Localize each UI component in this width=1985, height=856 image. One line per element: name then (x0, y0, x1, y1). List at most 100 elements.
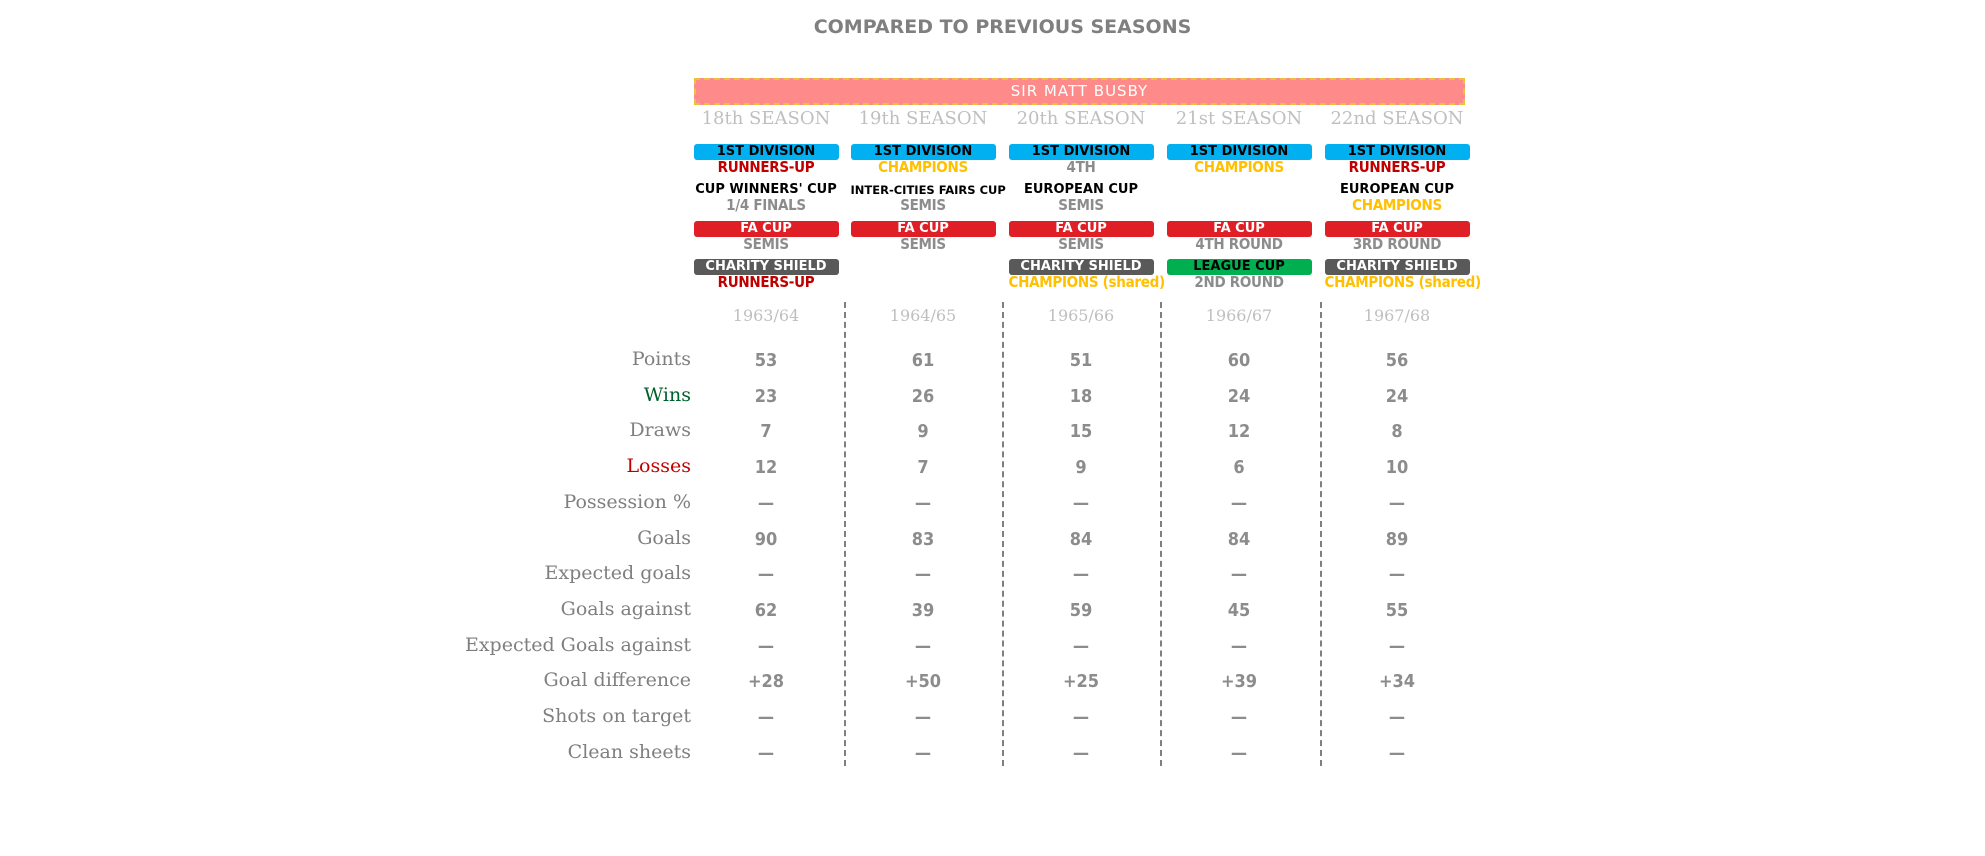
stat-value-clean-sheets: — (1230, 743, 1248, 764)
stat-value-losses: 12 (754, 457, 778, 478)
stat-value-possession: — (757, 493, 775, 514)
competition-result: RUNNERS-UP (717, 273, 815, 291)
stat-value-xga: — (757, 636, 775, 657)
stat-value-draws: 15 (1069, 421, 1093, 442)
competition-badge: FA CUP (850, 221, 996, 237)
competition-result: SEMIS (900, 235, 946, 253)
stat-value-xg: — (1072, 564, 1090, 585)
stat-value-draws: 7 (760, 421, 772, 442)
stat-value-goals-against: 59 (1069, 600, 1093, 621)
stat-value-shots-on-target: — (1230, 707, 1248, 728)
stat-label-xga: Expected Goals against (464, 634, 691, 656)
stat-value-goals: 84 (1227, 529, 1251, 550)
stat-value-goal-diff: +28 (747, 671, 785, 692)
stat-label-losses: Losses (626, 455, 691, 477)
competition-badge: CHARITY SHIELD (1008, 259, 1154, 275)
competition-badge: 1ST DIVISION (693, 144, 839, 160)
competition-result: 4TH (1066, 158, 1096, 176)
stat-value-goal-diff: +34 (1378, 671, 1416, 692)
competition-badge: EUROPEAN CUP (1008, 182, 1154, 198)
stat-label-draws: Draws (629, 419, 691, 441)
manager-banner: SIR MATT BUSBY (694, 78, 1465, 105)
stat-value-goal-diff: +50 (904, 671, 942, 692)
stat-value-goal-diff: +39 (1220, 671, 1258, 692)
competition-badge: LEAGUE CUP (1166, 259, 1312, 275)
stat-value-possession: — (1230, 493, 1248, 514)
stat-value-xg: — (757, 564, 775, 585)
stat-value-shots-on-target: — (914, 707, 932, 728)
stat-value-xga: — (1230, 636, 1248, 657)
stat-label-goals: Goals (637, 527, 691, 549)
stat-value-goals: 83 (911, 529, 935, 550)
season-label: 21st SEASON (1175, 108, 1303, 129)
competition-result: RUNNERS-UP (1348, 158, 1446, 176)
stat-value-wins: 24 (1385, 386, 1409, 407)
column-divider (1160, 302, 1162, 766)
stat-value-shots-on-target: — (1072, 707, 1090, 728)
stat-value-clean-sheets: — (1072, 743, 1090, 764)
column-divider (1002, 302, 1004, 766)
stat-value-goals-against: 55 (1385, 600, 1409, 621)
competition-badge: FA CUP (1324, 221, 1470, 237)
competition-result: SEMIS (1058, 196, 1104, 214)
stat-label-clean-sheets: Clean sheets (567, 741, 691, 763)
stat-value-losses: 10 (1385, 457, 1409, 478)
competition-result: 1/4 FINALS (726, 196, 806, 214)
stat-label-goal-diff: Goal difference (543, 669, 692, 691)
season-year: 1965/66 (1047, 306, 1115, 325)
stat-value-points: 60 (1227, 350, 1251, 371)
stat-value-wins: 18 (1069, 386, 1093, 407)
stat-value-points: 53 (754, 350, 778, 371)
stat-value-points: 51 (1069, 350, 1093, 371)
stat-value-goals-against: 62 (754, 600, 778, 621)
stat-value-draws: 9 (917, 421, 929, 442)
competition-result: CHAMPIONS (shared) (1324, 273, 1482, 291)
stat-value-losses: 9 (1075, 457, 1087, 478)
season-label: 20th SEASON (1016, 108, 1146, 129)
competition-badge: CHARITY SHIELD (1324, 259, 1470, 275)
competition-badge: 1ST DIVISION (1324, 144, 1470, 160)
stat-value-points: 61 (911, 350, 935, 371)
competition-badge: CHARITY SHIELD (693, 259, 839, 275)
competition-result: CHAMPIONS (shared) (1008, 273, 1166, 291)
stat-value-wins: 24 (1227, 386, 1251, 407)
competition-result: 3RD ROUND (1352, 235, 1442, 253)
stat-value-wins: 23 (754, 386, 778, 407)
stat-value-goals-against: 45 (1227, 600, 1251, 621)
stat-value-clean-sheets: — (1388, 743, 1406, 764)
season-year: 1964/65 (889, 306, 957, 325)
stat-value-clean-sheets: — (757, 743, 775, 764)
competition-badge: 1ST DIVISION (1166, 144, 1312, 160)
stat-value-draws: 8 (1391, 421, 1403, 442)
column-divider (844, 302, 846, 766)
competition-result: RUNNERS-UP (717, 158, 815, 176)
stat-value-goals: 89 (1385, 529, 1409, 550)
stat-label-points: Points (631, 348, 691, 370)
stat-value-xga: — (1388, 636, 1406, 657)
season-label: 22nd SEASON (1330, 108, 1464, 129)
stat-value-xg: — (1388, 564, 1406, 585)
season-label: 19th SEASON (858, 108, 988, 129)
competition-result: SEMIS (743, 235, 789, 253)
stat-label-xg: Expected goals (544, 562, 691, 584)
stat-label-shots-on-target: Shots on target (542, 705, 691, 727)
stat-value-possession: — (1072, 493, 1090, 514)
stat-value-wins: 26 (911, 386, 935, 407)
competition-result: SEMIS (1058, 235, 1104, 253)
season-year: 1967/68 (1363, 306, 1431, 325)
page-title: COMPARED TO PREVIOUS SEASONS (813, 16, 1192, 38)
season-label: 18th SEASON (701, 108, 831, 129)
competition-badge: 1ST DIVISION (850, 144, 996, 160)
stat-value-goal-diff: +25 (1062, 671, 1100, 692)
stat-value-losses: 6 (1233, 457, 1245, 478)
stat-value-draws: 12 (1227, 421, 1251, 442)
stat-value-points: 56 (1385, 350, 1409, 371)
stat-value-goals-against: 39 (911, 600, 935, 621)
stat-value-goals: 84 (1069, 529, 1093, 550)
stat-value-goals: 90 (754, 529, 778, 550)
stat-value-xga: — (1072, 636, 1090, 657)
season-year: 1966/67 (1205, 306, 1273, 325)
competition-result: 2ND ROUND (1194, 273, 1284, 291)
competition-result: CHAMPIONS (1194, 158, 1284, 176)
stat-label-wins: Wins (643, 384, 691, 406)
